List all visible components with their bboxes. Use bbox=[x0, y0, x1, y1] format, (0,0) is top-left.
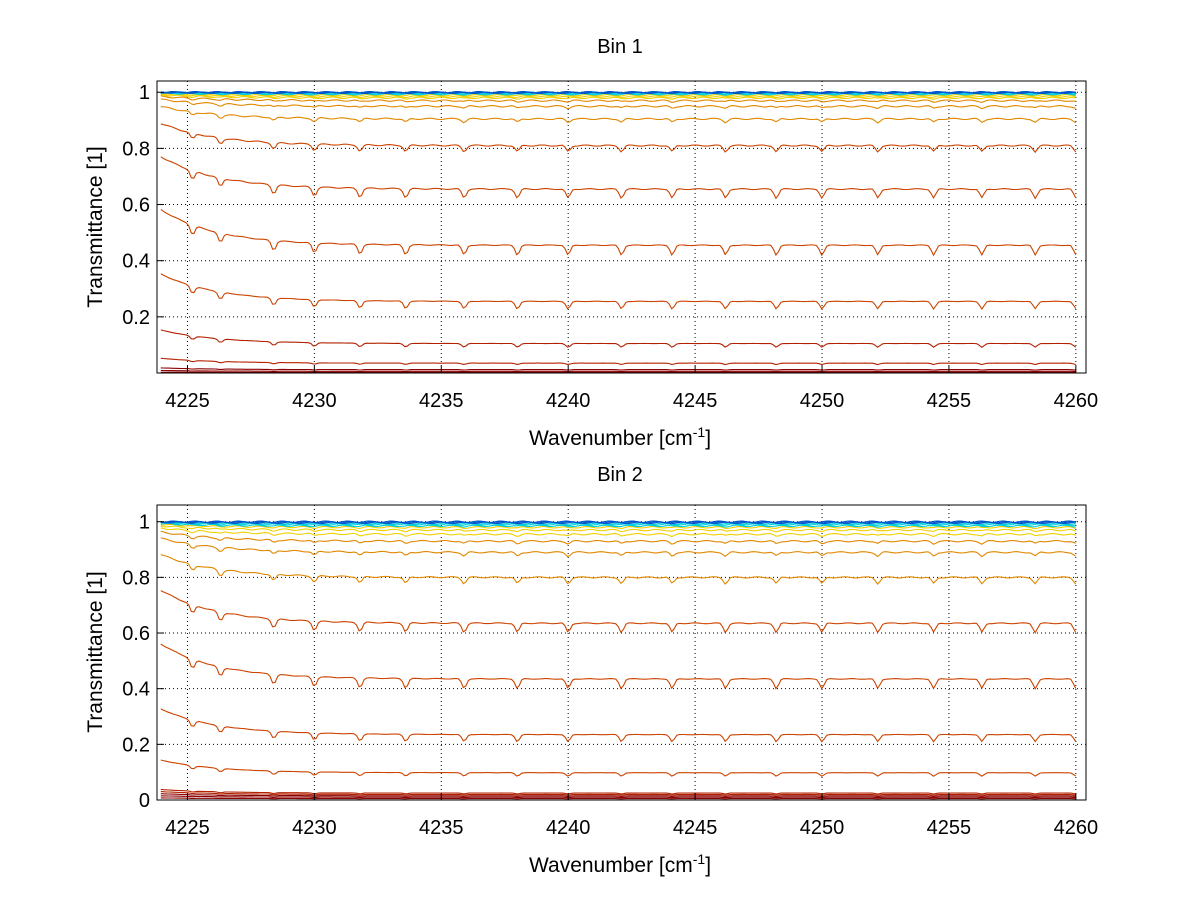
x-tick-label: 4230 bbox=[292, 390, 337, 412]
x-tick-label: 4250 bbox=[800, 817, 845, 839]
chart-title-bin-2: Bin 2 bbox=[597, 464, 643, 486]
series-line bbox=[160, 94, 1076, 100]
series-group-bin-1 bbox=[160, 90, 1077, 374]
x-tick-label: 4245 bbox=[673, 817, 718, 839]
y-tick-label: 0.6 bbox=[122, 623, 150, 645]
series-line bbox=[160, 522, 1076, 528]
y-tick-label: 0.8 bbox=[122, 138, 150, 160]
series-line bbox=[160, 520, 1076, 523]
series-line bbox=[160, 793, 1076, 797]
series-line bbox=[160, 537, 1077, 558]
series-line bbox=[160, 590, 1077, 634]
series-line bbox=[160, 530, 1076, 545]
x-tick-label: 4225 bbox=[165, 390, 210, 412]
series-line bbox=[160, 554, 1077, 585]
y-tick-label: 1 bbox=[139, 512, 150, 534]
series-line bbox=[160, 156, 1077, 200]
ticks-bin-1: 4225 4230 4235 4240 4245 4250 4255 4260 0.2 0.4 0.… bbox=[122, 82, 1098, 412]
series-line bbox=[160, 523, 1076, 530]
series-line bbox=[160, 329, 1077, 348]
series-line bbox=[160, 367, 1076, 371]
series-line bbox=[160, 643, 1077, 690]
y-tick-label: 0.2 bbox=[122, 734, 150, 756]
series-line bbox=[160, 708, 1077, 743]
x-tick-label: 4260 bbox=[1054, 390, 1099, 412]
series-line bbox=[160, 106, 1077, 124]
series-line bbox=[160, 95, 1076, 103]
y-tick-label: 0.4 bbox=[122, 251, 150, 273]
x-tick-label: 4255 bbox=[927, 817, 972, 839]
ticks-bin-2: 4225 4230 4235 4240 4245 4250 4255 4260 0 0.2 0.4 0… bbox=[122, 512, 1098, 839]
series-line bbox=[160, 369, 1076, 373]
y-tick-label: 0.4 bbox=[122, 679, 150, 701]
grid-bin-2 bbox=[157, 505, 1086, 801]
series-line bbox=[160, 797, 1076, 800]
series-line bbox=[160, 795, 1076, 799]
series-line bbox=[160, 525, 1077, 533]
x-axis-label-bin-2: Wavenumber [cm-1] bbox=[529, 851, 711, 877]
axes-box-bin-2 bbox=[156, 504, 1087, 801]
series-line bbox=[160, 91, 1076, 95]
y-tick-label: 1 bbox=[139, 82, 150, 104]
chart-title-bin-1: Bin 1 bbox=[597, 36, 643, 58]
x-tick-label: 4250 bbox=[800, 390, 845, 412]
series-line bbox=[160, 92, 1076, 97]
series-line bbox=[160, 759, 1077, 777]
series-line bbox=[160, 92, 1076, 96]
series-line bbox=[160, 90, 1076, 94]
x-tick-label: 4230 bbox=[292, 817, 337, 839]
x-tick-label: 4240 bbox=[546, 817, 591, 839]
axes-box-bin-1 bbox=[156, 80, 1087, 374]
series-group-bin-2 bbox=[160, 520, 1077, 800]
x-tick-label: 4255 bbox=[927, 390, 972, 412]
series-line bbox=[160, 123, 1077, 154]
series-line bbox=[160, 527, 1076, 538]
series-line bbox=[160, 521, 1076, 526]
y-axis-label-bin-2: Transmittance [1] bbox=[84, 571, 107, 732]
x-axis-label-bin-1: Wavenumber [cm-1] bbox=[529, 424, 711, 450]
chart-panel-bin-1: Bin 1 4225 4230 4235 4240 4245 4250 4255 4260 0.… bbox=[84, 36, 1098, 450]
x-tick-label: 4225 bbox=[165, 817, 210, 839]
series-line bbox=[160, 521, 1076, 527]
grid-bin-1 bbox=[157, 81, 1086, 373]
y-tick-label: 0.2 bbox=[122, 307, 150, 329]
x-tick-label: 4235 bbox=[419, 817, 464, 839]
x-tick-label: 4260 bbox=[1054, 817, 1099, 839]
chart-panel-bin-2: Bin 2 4225 4230 4235 4240 4245 4250 4255 4260 0 0… bbox=[84, 464, 1098, 877]
x-tick-label: 4245 bbox=[673, 390, 718, 412]
x-tick-label: 4235 bbox=[419, 390, 464, 412]
y-tick-label: 0.6 bbox=[122, 195, 150, 217]
series-line bbox=[160, 208, 1077, 257]
x-tick-label: 4240 bbox=[546, 390, 591, 412]
series-line bbox=[160, 791, 1076, 796]
series-line bbox=[160, 93, 1076, 99]
series-line bbox=[160, 98, 1076, 110]
y-axis-label-bin-1: Transmittance [1] bbox=[84, 146, 107, 307]
y-tick-label: 0 bbox=[139, 790, 150, 812]
series-line bbox=[160, 273, 1077, 310]
series-line bbox=[160, 357, 1076, 366]
y-tick-label: 0.8 bbox=[122, 567, 150, 589]
series-line bbox=[160, 788, 1076, 795]
